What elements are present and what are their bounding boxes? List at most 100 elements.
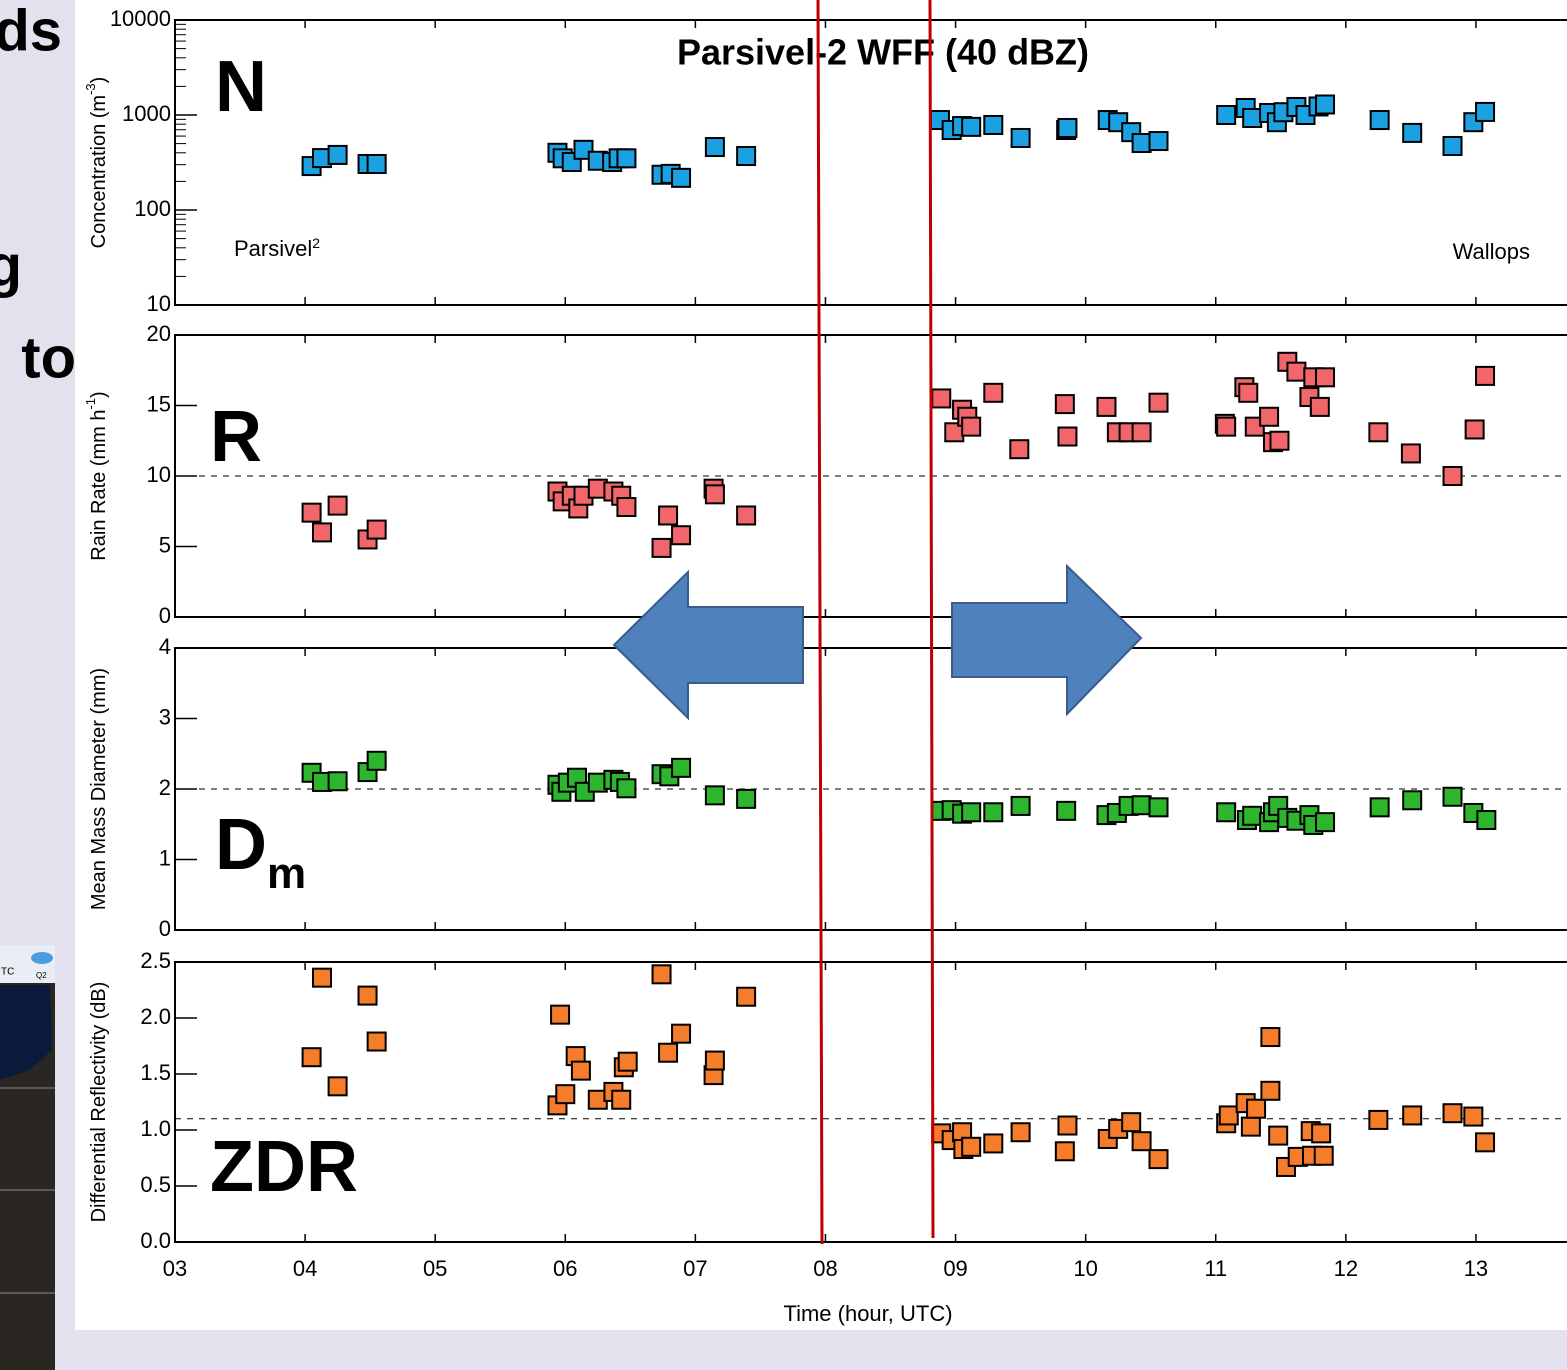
data-point	[1057, 117, 1078, 138]
x-tick-label: 08	[813, 1256, 837, 1281]
data-point	[1057, 1115, 1078, 1136]
axes-frame	[174, 19, 1567, 306]
data-point	[1218, 1105, 1239, 1126]
y-tick-label: 2	[159, 775, 171, 800]
data-point	[1475, 101, 1496, 122]
y-axis-label-part: -3	[83, 83, 98, 95]
annotation: Parsivel2	[234, 235, 320, 261]
y-tick-label: 15	[147, 391, 171, 416]
y-tick-label: 2.0	[140, 1004, 171, 1029]
data-point	[1216, 802, 1237, 823]
data-point	[366, 750, 387, 771]
data-point	[736, 146, 757, 167]
data-point	[983, 114, 1004, 135]
y-tick-label: 3	[159, 704, 171, 729]
y-axis-label: Mean Mass Diameter (mm)	[88, 668, 110, 910]
data-point	[1369, 110, 1390, 131]
data-point	[1286, 361, 1307, 382]
data-point	[1268, 1125, 1289, 1146]
data-point	[1148, 392, 1169, 413]
data-point	[671, 1023, 692, 1044]
data-point	[1238, 382, 1259, 403]
data-point	[1368, 1109, 1389, 1130]
y-axis-label: Differential Reflectivity (dB)	[88, 982, 110, 1223]
y-tick-label: 1000	[122, 101, 171, 126]
data-point	[983, 382, 1004, 403]
data-point	[658, 505, 679, 526]
data-point	[1057, 426, 1078, 447]
data-point	[961, 802, 982, 823]
x-tick-label: 11	[1204, 1256, 1227, 1281]
data-point	[1010, 127, 1031, 148]
x-tick-label: 12	[1334, 1256, 1358, 1281]
annotation-part: 2	[312, 235, 320, 251]
data-point	[1054, 1141, 1075, 1162]
data-point	[1442, 786, 1463, 807]
data-point	[1131, 133, 1152, 154]
data-point	[931, 388, 952, 409]
data-point	[327, 771, 348, 792]
data-point	[1400, 443, 1421, 464]
panel-label-part: R	[210, 397, 262, 477]
data-point	[611, 1089, 632, 1110]
data-point	[1242, 805, 1263, 826]
y-tick-label: 0.5	[140, 1172, 171, 1197]
y-axis-label: Concentration (m-3)	[83, 77, 110, 249]
y-axis-label-part: Differential Reflectivity (dB)	[88, 982, 110, 1223]
data-point	[301, 502, 322, 523]
inset-icon	[31, 952, 53, 964]
data-point	[704, 1050, 725, 1071]
data-point	[617, 1051, 638, 1072]
data-point	[658, 1042, 679, 1063]
y-tick-label: 10	[147, 462, 171, 487]
data-point	[1242, 107, 1263, 128]
data-point	[616, 148, 637, 169]
panel-label-part: m	[267, 849, 306, 898]
data-point	[1269, 430, 1290, 451]
data-point	[312, 967, 333, 988]
annotation-part: Parsivel	[234, 236, 312, 261]
y-tick-label: 20	[147, 321, 171, 346]
y-axis-label-part: )	[88, 77, 110, 84]
x-axis-label: Time (hour, UTC)	[783, 1301, 952, 1326]
inset-radar	[0, 985, 52, 1080]
y-tick-label: 0	[159, 603, 171, 628]
x-tick-label: 03	[163, 1256, 187, 1281]
data-point	[1009, 439, 1030, 460]
data-point	[1369, 797, 1390, 818]
x-tick-label: 06	[553, 1256, 577, 1281]
data-point	[327, 1076, 348, 1097]
panel-label: ZDR	[210, 1127, 358, 1207]
data-point	[1246, 1098, 1267, 1119]
data-point	[327, 144, 348, 165]
data-point	[671, 525, 692, 546]
y-tick-label: 100	[134, 196, 171, 221]
y-axis-label: Rain Rate (mm h-1)	[83, 391, 110, 560]
data-point	[1240, 1116, 1261, 1137]
y-axis-label-part: Concentration (m	[88, 95, 110, 248]
data-point	[1216, 416, 1237, 437]
data-point	[1475, 365, 1496, 386]
data-point	[1054, 394, 1075, 415]
data-point	[704, 484, 725, 505]
y-tick-label: 1.0	[140, 1116, 171, 1141]
x-tick-label: 13	[1464, 1256, 1488, 1281]
data-point	[1442, 466, 1463, 486]
marker-line	[816, 0, 824, 1245]
data-point	[1259, 406, 1280, 427]
x-tick-label: 10	[1073, 1256, 1097, 1281]
fragment-text: ds	[0, 0, 62, 63]
data-point	[555, 1084, 576, 1105]
data-point	[1463, 1106, 1484, 1127]
data-point	[1131, 1131, 1152, 1152]
panel-label-part: N	[215, 47, 267, 127]
data-point	[1010, 1122, 1031, 1143]
data-point	[1475, 1132, 1496, 1153]
data-point	[1315, 94, 1336, 115]
data-point	[1402, 790, 1423, 811]
data-point	[550, 1004, 571, 1025]
y-tick-label: 10	[147, 291, 171, 316]
data-point	[1148, 797, 1169, 818]
